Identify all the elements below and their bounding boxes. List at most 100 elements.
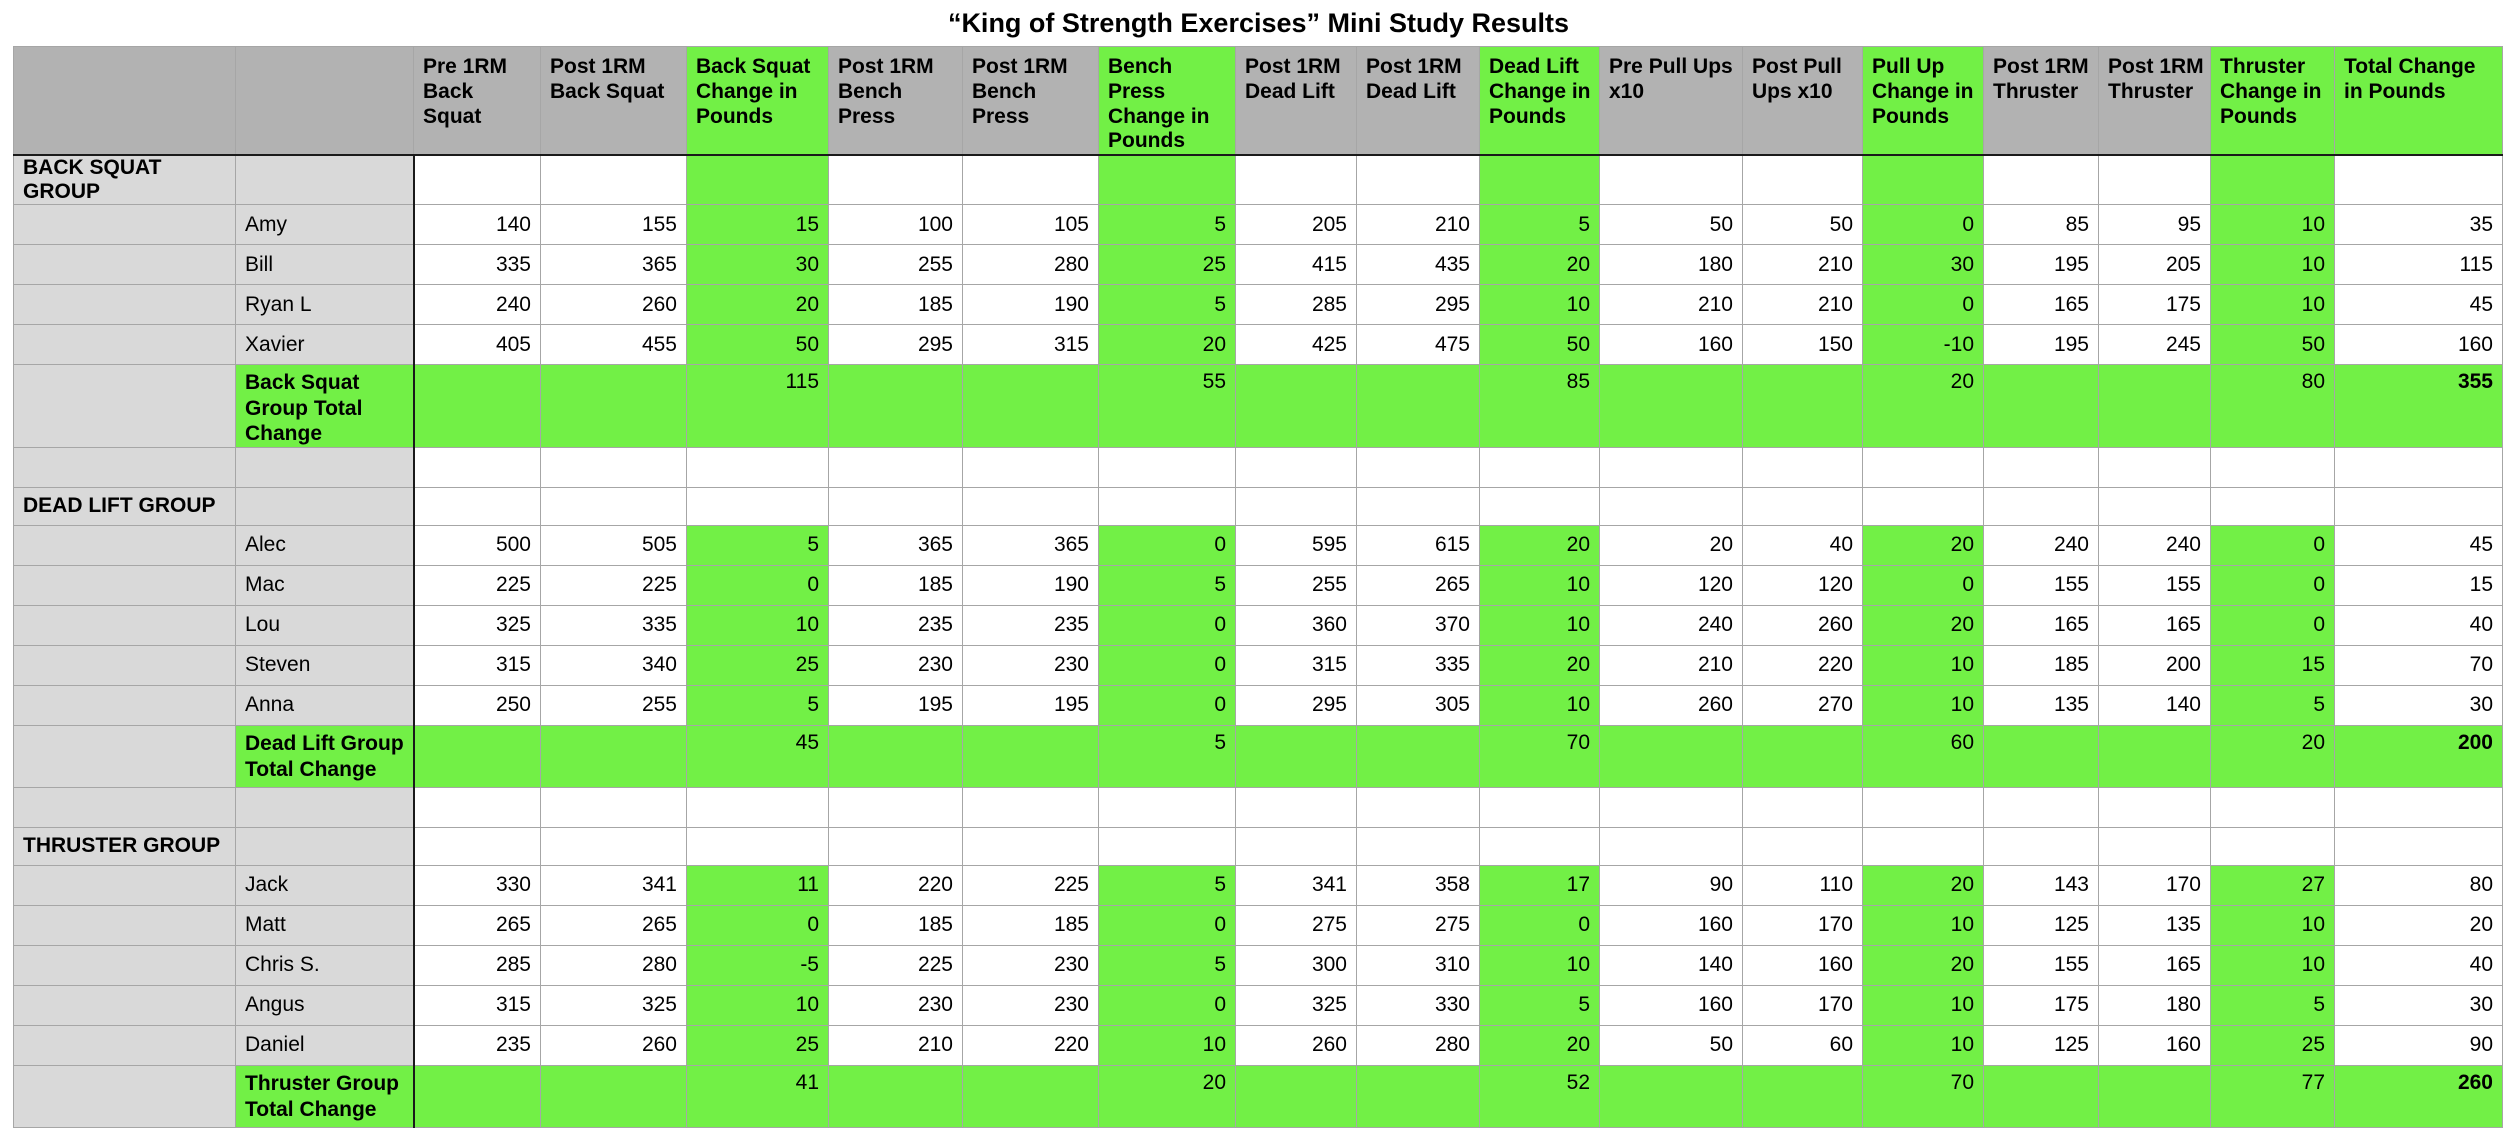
empty-cell[interactable] — [1599, 786, 1743, 828]
column-header[interactable]: Post 1RM Bench Press — [828, 46, 963, 157]
value-cell[interactable]: 160 — [1599, 984, 1743, 1026]
empty-cell[interactable] — [828, 154, 963, 206]
change-cell[interactable]: 20 — [1479, 644, 1600, 686]
change-cell[interactable]: 50 — [1479, 324, 1600, 366]
group-change-total-cell[interactable]: 20 — [2210, 724, 2335, 788]
value-cell[interactable]: 230 — [962, 984, 1099, 1026]
empty-cell[interactable] — [1235, 826, 1357, 866]
value-cell[interactable]: 165 — [1983, 604, 2099, 646]
change-cell[interactable]: 5 — [1098, 204, 1236, 246]
value-cell[interactable]: 330 — [1356, 984, 1480, 1026]
change-cell[interactable]: 10 — [2210, 944, 2335, 986]
row-indent-cell[interactable] — [13, 204, 236, 246]
column-header[interactable]: Post 1RM Back Squat — [540, 46, 687, 157]
empty-cell[interactable] — [1479, 486, 1600, 526]
value-cell[interactable]: 265 — [412, 904, 541, 946]
change-cell[interactable]: 0 — [1098, 524, 1236, 566]
group-label-spacer-cell[interactable] — [235, 154, 414, 206]
value-cell[interactable]: 240 — [1599, 604, 1743, 646]
value-cell[interactable]: 190 — [962, 284, 1099, 326]
empty-total-cell[interactable] — [1356, 364, 1480, 448]
empty-cell[interactable] — [2210, 154, 2335, 206]
change-cell[interactable]: 10 — [1479, 564, 1600, 606]
empty-cell[interactable] — [686, 486, 829, 526]
value-cell[interactable]: 140 — [412, 204, 541, 246]
value-cell[interactable]: 175 — [1983, 984, 2099, 1026]
change-cell[interactable]: 10 — [686, 984, 829, 1026]
empty-cell[interactable] — [2210, 446, 2335, 488]
member-name-cell[interactable]: Steven — [235, 644, 414, 686]
change-cell[interactable]: 0 — [686, 904, 829, 946]
value-cell[interactable]: 435 — [1356, 244, 1480, 286]
group-label-spacer-cell[interactable] — [235, 826, 414, 866]
value-cell[interactable]: 315 — [1235, 644, 1357, 686]
row-indent-cell[interactable] — [13, 284, 236, 326]
value-cell[interactable]: 155 — [540, 204, 687, 246]
empty-cell[interactable] — [1862, 786, 1984, 828]
change-cell[interactable]: 17 — [1479, 864, 1600, 906]
member-name-cell[interactable]: Jack — [235, 864, 414, 906]
value-cell[interactable]: 160 — [1599, 904, 1743, 946]
value-cell[interactable]: 135 — [1983, 684, 2099, 726]
empty-cell[interactable] — [1098, 486, 1236, 526]
change-cell[interactable]: 5 — [1479, 984, 1600, 1026]
empty-cell[interactable] — [1356, 786, 1480, 828]
change-cell[interactable]: 30 — [686, 244, 829, 286]
value-cell[interactable]: 220 — [962, 1024, 1099, 1066]
value-cell[interactable]: 315 — [412, 644, 541, 686]
value-cell[interactable]: 595 — [1235, 524, 1357, 566]
row-total-cell[interactable]: 45 — [2334, 524, 2503, 566]
value-cell[interactable]: 180 — [1599, 244, 1743, 286]
empty-cell[interactable] — [1235, 446, 1357, 488]
value-cell[interactable]: 160 — [1742, 944, 1863, 986]
value-cell[interactable]: 225 — [540, 564, 687, 606]
change-cell[interactable]: 10 — [1862, 644, 1984, 686]
empty-cell[interactable] — [540, 826, 687, 866]
value-cell[interactable]: 260 — [540, 284, 687, 326]
change-cell[interactable]: 25 — [2210, 1024, 2335, 1066]
column-header[interactable]: Dead Lift Change in Pounds — [1479, 46, 1600, 157]
group-change-total-cell[interactable]: 20 — [1098, 1064, 1236, 1128]
value-cell[interactable]: 505 — [540, 524, 687, 566]
row-indent-cell[interactable] — [13, 524, 236, 566]
value-cell[interactable]: 185 — [1983, 644, 2099, 686]
value-cell[interactable]: 143 — [1983, 864, 2099, 906]
value-cell[interactable]: 230 — [828, 984, 963, 1026]
change-cell[interactable]: 20 — [1862, 524, 1984, 566]
value-cell[interactable]: 50 — [1742, 204, 1863, 246]
value-cell[interactable]: 205 — [1235, 204, 1357, 246]
empty-cell[interactable] — [2210, 486, 2335, 526]
empty-total-cell[interactable] — [962, 1064, 1099, 1128]
empty-cell[interactable] — [1356, 446, 1480, 488]
empty-total-cell[interactable] — [1983, 364, 2099, 448]
empty-cell[interactable] — [686, 786, 829, 828]
column-header[interactable]: Post Pull Ups x10 — [1742, 46, 1863, 157]
member-name-cell[interactable]: Amy — [235, 204, 414, 246]
value-cell[interactable]: 210 — [1599, 284, 1743, 326]
empty-cell[interactable] — [828, 826, 963, 866]
empty-cell[interactable] — [686, 826, 829, 866]
value-cell[interactable]: 225 — [962, 864, 1099, 906]
group-label[interactable]: DEAD LIFT GROUP — [13, 486, 236, 526]
empty-cell[interactable] — [1983, 786, 2099, 828]
value-cell[interactable]: 265 — [540, 904, 687, 946]
change-cell[interactable]: 0 — [686, 564, 829, 606]
empty-total-cell[interactable] — [828, 364, 963, 448]
value-cell[interactable]: 255 — [540, 684, 687, 726]
row-indent-cell[interactable] — [13, 684, 236, 726]
change-cell[interactable]: 10 — [1862, 684, 1984, 726]
empty-cell[interactable] — [962, 786, 1099, 828]
empty-total-cell[interactable] — [828, 724, 963, 788]
empty-total-cell[interactable] — [2098, 1064, 2211, 1128]
value-cell[interactable]: 125 — [1983, 904, 2099, 946]
value-cell[interactable]: 210 — [1356, 204, 1480, 246]
value-cell[interactable]: 285 — [1235, 284, 1357, 326]
value-cell[interactable]: 90 — [1599, 864, 1743, 906]
value-cell[interactable]: 280 — [1356, 1024, 1480, 1066]
empty-total-cell[interactable] — [1235, 724, 1357, 788]
empty-total-cell[interactable] — [1742, 1064, 1863, 1128]
row-indent-cell[interactable] — [13, 604, 236, 646]
row-indent-cell[interactable] — [13, 564, 236, 606]
value-cell[interactable]: 95 — [2098, 204, 2211, 246]
value-cell[interactable]: 475 — [1356, 324, 1480, 366]
